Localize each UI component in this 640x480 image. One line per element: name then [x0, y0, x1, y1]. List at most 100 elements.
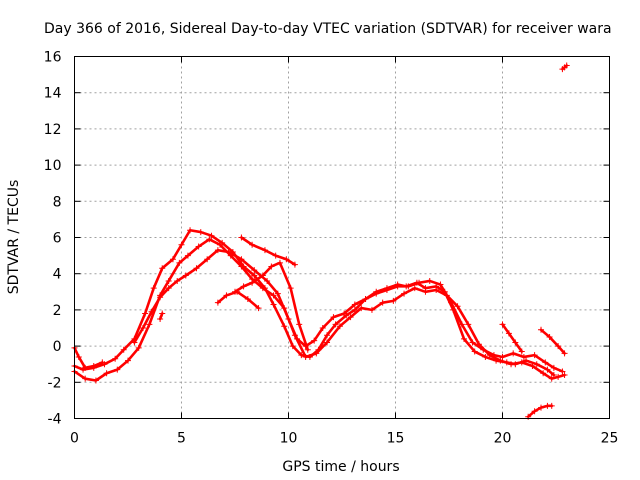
data-point — [99, 359, 106, 366]
data-point — [139, 325, 146, 331]
data-point — [283, 256, 290, 263]
data-point — [251, 272, 258, 279]
data-point — [561, 350, 568, 357]
data-point — [358, 305, 365, 312]
data-point — [259, 285, 266, 292]
data-point — [465, 321, 472, 328]
data-point — [92, 377, 99, 384]
series-line — [539, 328, 566, 355]
y-tick-label: 14 — [44, 86, 62, 102]
data-point — [193, 265, 200, 272]
data-point — [341, 310, 348, 317]
data-point — [548, 375, 555, 382]
data-point — [214, 247, 221, 254]
data-point — [276, 259, 283, 266]
data-point — [416, 279, 423, 286]
data-point — [195, 243, 202, 250]
data-point — [90, 363, 97, 370]
data-point — [497, 357, 504, 364]
data-point — [510, 350, 517, 357]
data-point — [538, 326, 545, 333]
data-point — [490, 352, 497, 359]
y-tick-label: 6 — [53, 231, 62, 247]
data-point — [480, 346, 487, 353]
data-point — [433, 286, 440, 293]
data-point — [332, 321, 339, 328]
data-point — [169, 256, 176, 263]
y-tick-label: 10 — [44, 158, 62, 174]
series-line — [216, 290, 260, 310]
data-point — [187, 227, 194, 234]
x-tick-label: 10 — [280, 431, 298, 447]
series-trace-1 — [71, 227, 557, 379]
data-point — [274, 290, 281, 297]
data-point — [244, 296, 251, 303]
data-point — [135, 344, 142, 351]
data-point — [531, 408, 538, 415]
data-point — [324, 332, 331, 339]
data-point — [261, 247, 268, 254]
data-point — [390, 297, 397, 304]
data-point — [379, 299, 386, 306]
data-point — [422, 288, 429, 295]
data-point — [550, 364, 557, 371]
data-point — [482, 353, 489, 360]
data-point — [251, 267, 258, 274]
y-tick-label: 16 — [44, 50, 62, 66]
y-tick-label: 8 — [53, 194, 62, 210]
data-point — [238, 234, 245, 241]
data-point — [82, 375, 89, 382]
data-point — [508, 361, 515, 368]
data-point — [499, 353, 506, 360]
data-point — [351, 301, 358, 308]
x-axis-label: GPS time / hours — [282, 459, 399, 475]
x-tick-label: 0 — [70, 431, 79, 447]
data-point — [533, 361, 540, 368]
data-point — [114, 366, 121, 373]
data-point — [544, 366, 551, 373]
series-trace-11 — [525, 402, 555, 420]
data-point — [311, 337, 318, 344]
data-point — [499, 321, 506, 328]
data-point — [559, 368, 566, 375]
axis-ticks: 0 5 10 15 20 25 -4 -2 0 2 4 6 8 10 12 14 16 — [44, 50, 619, 447]
data-point — [82, 364, 89, 371]
series-line — [501, 323, 524, 353]
y-tick-label: 0 — [53, 339, 62, 355]
data-point — [540, 370, 547, 377]
data-point — [505, 330, 512, 337]
data-point — [394, 283, 401, 290]
data-point — [426, 277, 433, 284]
data-point — [291, 261, 298, 268]
data-point — [182, 272, 189, 279]
data-point — [437, 281, 444, 288]
data-point — [131, 339, 138, 346]
series-trace-8 — [499, 321, 525, 355]
data-point — [103, 370, 110, 377]
data-point — [281, 323, 288, 330]
data-point — [165, 285, 172, 292]
data-point — [520, 353, 527, 360]
data-point — [304, 346, 311, 353]
data-point — [259, 272, 266, 279]
data-point — [223, 292, 230, 299]
data-point — [174, 277, 181, 284]
series-trace-5 — [238, 234, 298, 268]
data-point — [411, 285, 418, 292]
data-point — [401, 290, 408, 297]
data-point — [469, 339, 476, 346]
data-point — [518, 359, 525, 366]
data-point — [270, 301, 277, 308]
data-point — [336, 323, 343, 330]
data-point — [217, 241, 224, 248]
series-line — [240, 236, 297, 266]
x-tick-label: 5 — [177, 431, 186, 447]
data-point — [289, 343, 296, 350]
series-trace-9 — [538, 326, 568, 357]
data-point — [165, 277, 172, 284]
data-point — [313, 350, 320, 357]
x-tick-label: 20 — [494, 431, 512, 447]
data-point — [249, 279, 256, 286]
data-point — [324, 339, 331, 346]
data-point — [178, 241, 185, 248]
